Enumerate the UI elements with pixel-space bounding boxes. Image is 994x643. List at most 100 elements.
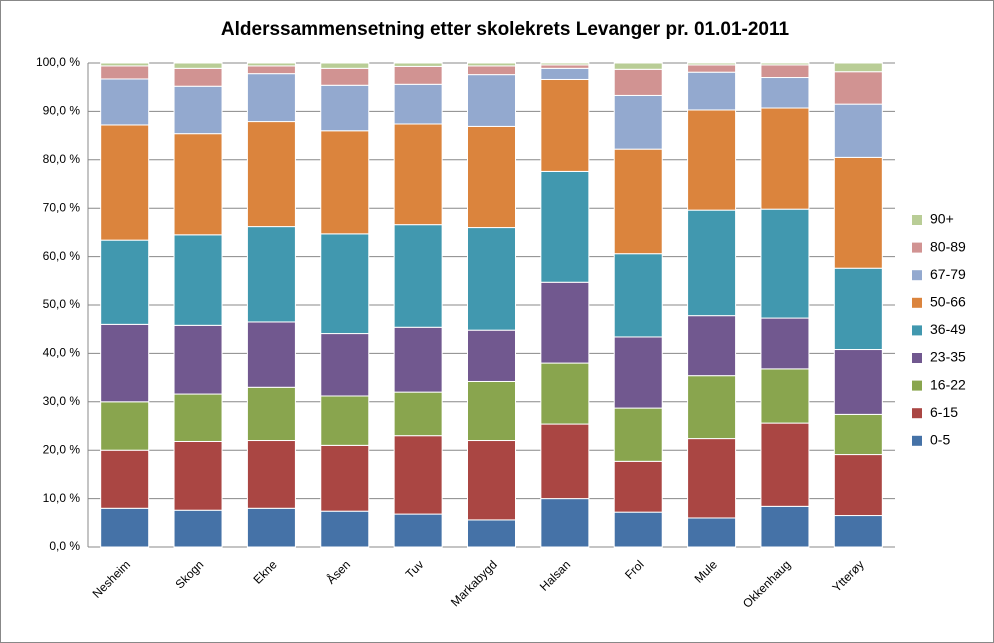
legend-swatch (912, 270, 922, 281)
bar-segment (687, 315, 737, 377)
legend-swatch (912, 242, 922, 253)
legend-label: 16-22 (930, 376, 966, 392)
bar-segment (833, 515, 883, 548)
bar-segment (613, 460, 663, 513)
y-tick-label: 80,0 % (43, 152, 81, 166)
bar-segment (540, 67, 590, 80)
bar-segment (173, 133, 223, 236)
legend-swatch (912, 408, 922, 419)
bar-segment (687, 64, 737, 73)
bar-segment (320, 84, 370, 132)
bar-segment (100, 124, 150, 241)
bar-segment (833, 156, 883, 269)
bar-segment (760, 317, 810, 370)
bar-segment (173, 393, 223, 442)
bar-segment (320, 130, 370, 235)
bar-segment (393, 513, 443, 548)
bar-segment (833, 103, 883, 158)
bar-segment (173, 509, 223, 548)
bar-segment (246, 321, 296, 388)
bar-segment (687, 71, 737, 111)
legend-label: 50-66 (930, 294, 966, 310)
bar-segment (246, 121, 296, 228)
bar-segment (320, 510, 370, 548)
bar-segment (540, 362, 590, 425)
bar-segment (100, 401, 150, 451)
bar-segment (760, 422, 810, 507)
legend-swatch (912, 215, 922, 225)
bar-segment (833, 349, 883, 415)
y-tick-label: 40,0 % (43, 346, 81, 360)
legend-label: 0-5 (930, 432, 950, 448)
bar-segment (320, 62, 370, 69)
bar-segment (246, 226, 296, 323)
bar-segment (393, 123, 443, 226)
legend-swatch (912, 325, 922, 336)
y-tick-label: 60,0 % (43, 249, 81, 263)
bar-segment (246, 65, 296, 75)
bar-segment (687, 109, 737, 211)
legend-label: 67-79 (930, 266, 966, 282)
bar-segment (687, 209, 737, 317)
chart-title: Alderssammensetning etter skolekrets Lev… (221, 19, 790, 40)
bar-segment (173, 85, 223, 135)
bar-segment (320, 395, 370, 446)
bar-segment (613, 62, 663, 70)
bar-segment (613, 68, 663, 96)
bar-segment (100, 323, 150, 403)
bar-segment (540, 78, 590, 172)
bar-segment (613, 407, 663, 462)
bar-segment (100, 449, 150, 509)
bar-segment (540, 62, 590, 66)
bar-segment (467, 74, 516, 127)
bar-segment (393, 62, 443, 67)
bar-segment (760, 62, 810, 66)
bar-segment (246, 440, 296, 509)
bar-segment (246, 73, 296, 123)
bar-segment (833, 413, 883, 456)
bar-segment (320, 333, 370, 397)
bar-segment (613, 253, 663, 338)
legend-label: 80-89 (930, 238, 966, 254)
bar-segment (467, 65, 516, 76)
bar-segment (760, 107, 810, 210)
bar-segment (100, 507, 150, 548)
bar-segment (100, 62, 150, 67)
bar-segment (760, 505, 810, 548)
legend-swatch (912, 297, 922, 308)
bar-segment (833, 62, 883, 73)
bar-segment (833, 71, 883, 105)
legend-swatch (912, 435, 922, 446)
bar-segment (467, 125, 516, 229)
bar-segment (467, 440, 516, 521)
y-tick-label: 30,0 % (43, 394, 81, 408)
bar-segment (613, 336, 663, 409)
legend-swatch (912, 353, 922, 363)
bar-segment (173, 67, 223, 87)
bar-segment (833, 454, 883, 517)
y-tick-label: 90,0 % (43, 104, 81, 118)
bar-segment (173, 324, 223, 395)
bar-segment (393, 83, 443, 125)
bar-segment (613, 94, 663, 150)
bar-segment (540, 281, 590, 364)
bar-segment (320, 233, 370, 335)
y-tick-label: 70,0 % (43, 200, 81, 214)
legend-swatch (912, 380, 922, 391)
legend-label: 23-35 (930, 349, 966, 365)
bar-segment (320, 67, 370, 86)
bar-segment (393, 326, 443, 393)
bar-segment (467, 62, 516, 67)
bar-segment (393, 65, 443, 85)
bar-segment (173, 62, 223, 69)
bar-segment (687, 438, 737, 519)
bar-segment (393, 391, 443, 437)
bar-segment (540, 64, 590, 69)
bar-segment (687, 62, 737, 66)
y-tick-label: 10,0 % (43, 491, 81, 505)
bar-segment (246, 507, 296, 548)
bar-segment (760, 368, 810, 424)
bar-segment (613, 148, 663, 255)
y-tick-label: 100,0 % (36, 55, 80, 69)
